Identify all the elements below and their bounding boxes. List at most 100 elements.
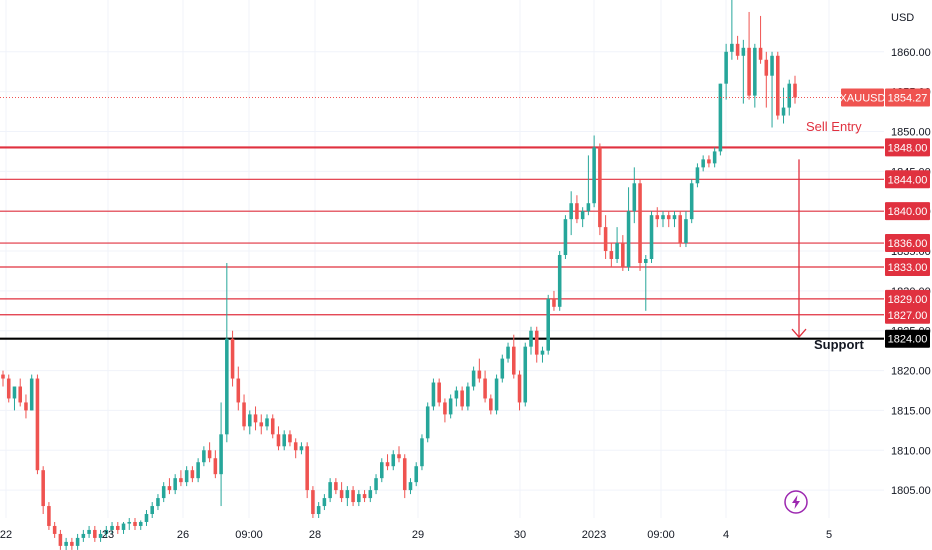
candle-body: [712, 151, 717, 164]
candle: [764, 51, 769, 108]
candle: [678, 211, 682, 248]
candle-body: [133, 521, 137, 526]
candle-body: [735, 43, 740, 56]
candle-body: [35, 378, 40, 471]
candle: [179, 470, 183, 487]
candle-body: [512, 346, 516, 375]
candle-body: [98, 533, 103, 538]
candle: [380, 458, 384, 483]
candle-body: [661, 215, 665, 220]
candle-body: [552, 298, 556, 307]
candle: [316, 502, 321, 518]
candle-body: [385, 462, 390, 467]
candle-body: [362, 494, 367, 499]
candle: [173, 474, 177, 495]
candle-body: [557, 255, 562, 307]
candle: [299, 442, 304, 455]
candle: [202, 446, 206, 467]
candle: [402, 454, 407, 499]
candle: [334, 478, 338, 495]
candle: [569, 191, 573, 236]
candle: [666, 211, 671, 228]
x-tick-label: 22: [0, 529, 12, 541]
candle-body: [70, 541, 74, 546]
candle-body: [586, 203, 591, 212]
candle: [87, 525, 91, 538]
candle-body: [236, 378, 241, 403]
candle: [454, 386, 459, 407]
candle-body: [747, 47, 751, 96]
candle-body: [483, 378, 487, 399]
candle-body: [18, 386, 22, 403]
y-tick-label: 1805.00: [891, 485, 931, 497]
candle-body: [81, 533, 86, 538]
candle: [35, 374, 40, 475]
down-arrow-head: [791, 328, 807, 339]
candle: [753, 43, 757, 108]
candle: [385, 454, 390, 471]
candle-body: [402, 458, 407, 491]
candle-body: [282, 434, 286, 447]
candle: [311, 486, 315, 518]
candle: [437, 378, 441, 407]
candle: [603, 215, 608, 259]
candle-body: [615, 243, 619, 259]
candle: [328, 478, 332, 503]
candle-body: [230, 338, 235, 379]
candle-body: [116, 525, 120, 530]
candle-body: [437, 382, 441, 403]
candle-body: [127, 521, 132, 524]
candle: [374, 474, 378, 495]
candle: [1, 370, 5, 387]
candle: [138, 520, 143, 530]
candle-body: [770, 55, 774, 76]
candle-body: [534, 330, 539, 355]
candle-body: [270, 418, 275, 435]
candle: [75, 533, 80, 550]
candle-body: [138, 521, 143, 526]
candle-body: [196, 462, 200, 479]
candle: [626, 187, 631, 271]
candle-body: [288, 434, 292, 443]
candle-body: [707, 159, 711, 164]
candle: [322, 494, 327, 511]
candle: [408, 478, 413, 495]
candle-body: [173, 478, 177, 491]
candle-body: [787, 83, 792, 108]
candle: [615, 227, 619, 263]
candle-body: [24, 402, 28, 411]
candle: [523, 342, 528, 407]
x-tick-label: 23: [102, 529, 114, 541]
candle-body: [644, 259, 648, 263]
candle: [632, 167, 637, 224]
candle: [64, 537, 68, 550]
candle-body: [316, 506, 321, 515]
candle-body: [110, 525, 114, 530]
candle-body: [380, 462, 384, 479]
symbol-label: XAUUSD: [840, 92, 886, 104]
candle-body: [104, 529, 109, 534]
level-badge: [885, 170, 930, 189]
candle: [546, 294, 550, 355]
candle: [735, 35, 740, 60]
lightning-icon[interactable]: [784, 490, 808, 514]
time-axis[interactable]: 22 23 26 09:00 28 29 30 2023 09:00 4 5: [0, 529, 832, 541]
candle: [81, 529, 86, 542]
candle-body: [259, 422, 264, 427]
horizontal-levels: [0, 146, 884, 340]
candle-body: [351, 490, 355, 503]
candle-body: [47, 506, 51, 526]
candle: [695, 163, 700, 188]
candle: [98, 529, 103, 542]
y-tick-label: 1810.00: [891, 445, 931, 457]
candle-body: [1, 374, 5, 379]
candle-body: [52, 525, 57, 534]
candle-body: [397, 454, 401, 459]
candle: [655, 207, 660, 228]
candle: [477, 358, 482, 383]
candle-body: [334, 482, 338, 491]
candle: [18, 378, 22, 407]
candle-body: [540, 350, 545, 355]
candle: [793, 75, 797, 104]
